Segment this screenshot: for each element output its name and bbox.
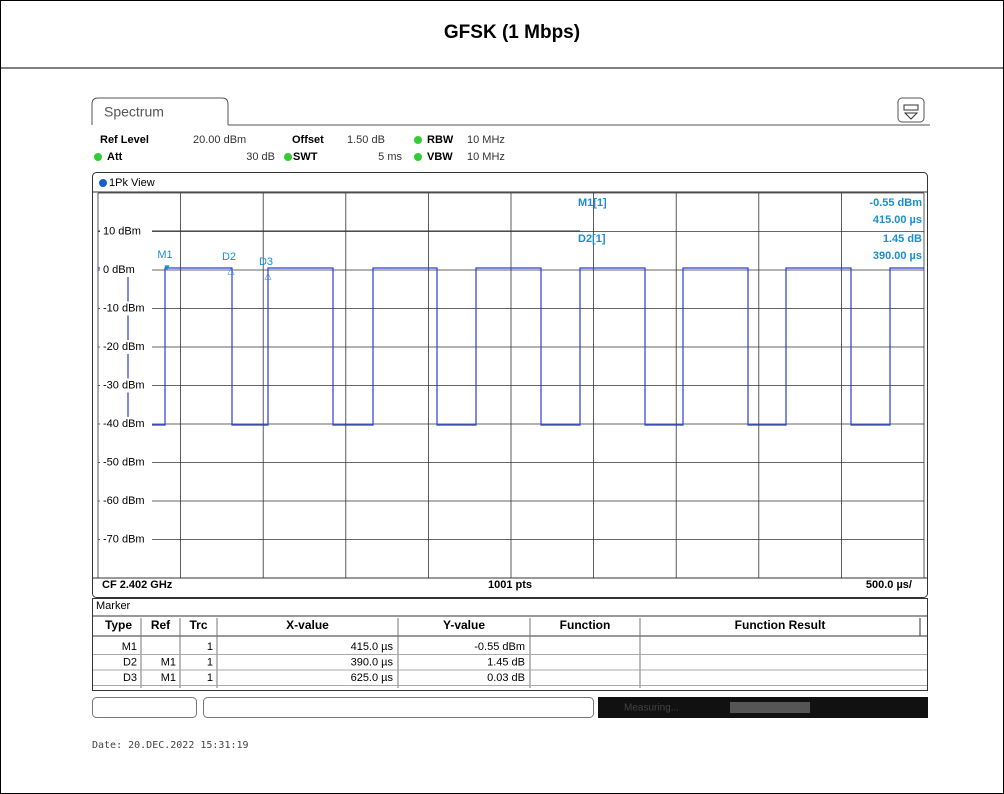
cell: 415.0 µs <box>351 641 394 653</box>
cell: 1 <box>207 656 213 668</box>
tab[interactable] <box>91 97 229 125</box>
label-bg <box>100 532 152 547</box>
y-label: 10 dBm <box>103 225 141 237</box>
setting-value: 10 MHz <box>467 151 505 163</box>
label-bg <box>100 340 152 354</box>
setting-value: 5 ms <box>378 151 402 163</box>
progress <box>730 702 810 713</box>
column-header: Trc <box>189 618 207 632</box>
column-header: Type <box>105 618 132 632</box>
readout-name: D2[1] <box>578 233 606 245</box>
y-label: -20 dBm <box>103 341 145 353</box>
cell: D3 <box>123 672 137 684</box>
date: Date: 20.DEC.2022 15:31:19 <box>92 740 249 751</box>
label-bg <box>100 417 152 431</box>
y-label: -10 dBm <box>103 302 145 314</box>
readout-value: 415.00 µs <box>873 214 922 226</box>
setting-label: VBW <box>427 151 453 163</box>
setting-value: 30 dB <box>246 151 275 163</box>
label-bg <box>100 455 152 470</box>
column-header: Function <box>560 618 611 632</box>
cell: 390.0 µs <box>351 656 394 668</box>
trace <box>98 267 924 426</box>
setting-label: Ref Level <box>100 134 149 146</box>
y-label: 0 dBm <box>103 264 135 276</box>
readout-value: 1.45 dB <box>883 233 922 245</box>
status-dot <box>414 136 422 144</box>
tab-label: Spectrum <box>104 104 164 120</box>
cell: M1 <box>122 641 137 653</box>
readout-value: -0.55 dBm <box>869 197 922 209</box>
y-label: -70 dBm <box>103 533 145 545</box>
label-bg <box>100 494 152 508</box>
center-freq: CF 2.402 GHz <box>102 579 173 591</box>
status-dot <box>284 153 292 161</box>
points: 1001 pts <box>488 579 532 591</box>
marker-symbol: △ <box>265 270 272 280</box>
marker-label: M1 <box>157 249 172 261</box>
cell: 1 <box>207 672 213 684</box>
page-title: GFSK (1 Mbps) <box>444 22 580 43</box>
icon-glyph <box>903 104 919 120</box>
column-header: Y-value <box>443 618 485 632</box>
marker-label: D3 <box>259 256 273 268</box>
setting-label: SWT <box>293 151 318 163</box>
marker-symbol: △ <box>228 265 235 275</box>
cell: M1 <box>161 656 176 668</box>
readout-value: 390.00 µs <box>873 250 922 262</box>
status-box[interactable] <box>92 697 197 718</box>
column-header: Ref <box>151 618 171 632</box>
readout-name: M1[1] <box>578 197 607 209</box>
label-bg <box>100 378 152 393</box>
plot-panel <box>92 172 928 598</box>
status-dot <box>94 153 102 161</box>
status-text: Measuring... <box>624 703 679 714</box>
cell: D2 <box>123 656 137 668</box>
table-body: Type Ref Trc X-value Y-value Function Function… <box>93 615 927 688</box>
status-box[interactable] <box>203 697 594 718</box>
setting-value: 1.50 dB <box>347 134 385 146</box>
cell: 625.0 µs <box>351 672 394 684</box>
setting-label: Offset <box>292 134 324 146</box>
cell: 0.03 dB <box>487 672 525 684</box>
setting-label: Att <box>107 151 123 163</box>
y-label: -60 dBm <box>103 495 145 507</box>
span-per-div: 500.0 µs/ <box>866 579 912 591</box>
column-header: X-value <box>286 618 329 632</box>
column-header: Function Result <box>735 618 826 632</box>
setting-value: 10 MHz <box>467 134 505 146</box>
marker-label: D2 <box>222 251 236 263</box>
cell: 1.45 dB <box>487 656 525 668</box>
setting-label: RBW <box>427 134 454 146</box>
marker-symbol: ▼ <box>163 262 172 272</box>
setting-value: 20.00 dBm <box>193 134 246 146</box>
cell: 1 <box>207 641 213 653</box>
cell: -0.55 dBm <box>474 641 525 653</box>
marker-table <box>92 598 928 691</box>
view-label: 1Pk View <box>109 177 155 189</box>
label-bg <box>100 263 152 277</box>
cell: M1 <box>161 672 176 684</box>
label-bg <box>100 224 152 239</box>
y-label: -50 dBm <box>103 456 145 468</box>
y-label: -30 dBm <box>103 379 145 391</box>
view-dot <box>99 179 107 187</box>
y-label: -40 dBm <box>103 418 145 430</box>
status-dot <box>414 153 422 161</box>
label-bg <box>100 301 152 316</box>
marker-table-title: Marker <box>96 600 131 612</box>
